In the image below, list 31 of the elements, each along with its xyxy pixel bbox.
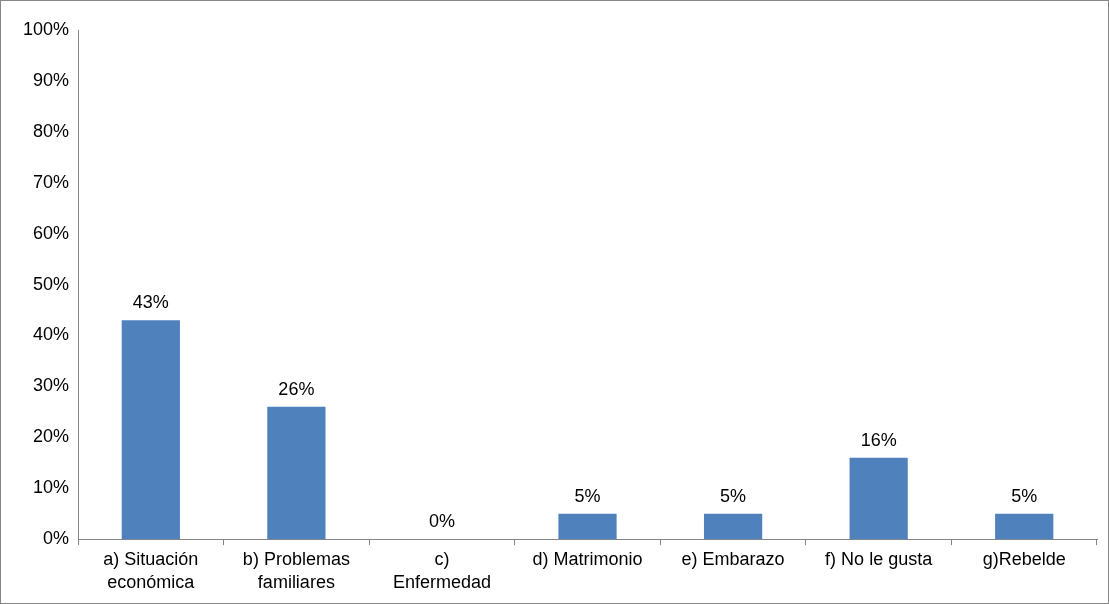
y-tick-label: 50% xyxy=(33,273,70,294)
x-tick-label: f) No le gusta xyxy=(825,548,934,569)
y-tick-label: 40% xyxy=(33,324,70,345)
y-tick-label: 30% xyxy=(33,375,70,396)
data-label: 5% xyxy=(720,485,747,506)
y-tick-label: 20% xyxy=(33,426,70,447)
bar xyxy=(267,406,326,540)
y-tick-label: 10% xyxy=(33,477,70,498)
x-tick-label: g)Rebelde xyxy=(982,548,1066,569)
bar xyxy=(849,457,908,540)
x-tick-label: c) Enfermedad xyxy=(392,548,491,593)
bar xyxy=(121,320,180,540)
data-label: 5% xyxy=(1011,485,1038,506)
data-label: 26% xyxy=(278,378,315,399)
y-tick-label: 60% xyxy=(33,222,70,243)
x-tick-label: b) Problemas familiares xyxy=(242,548,350,593)
x-tick-label: a) Situación económica xyxy=(103,548,199,593)
bar xyxy=(703,513,763,540)
data-label: 0% xyxy=(428,511,455,532)
y-tick-label: 0% xyxy=(43,528,70,549)
y-tick-label: 90% xyxy=(33,69,70,90)
bar xyxy=(558,513,617,540)
y-tick-label: 70% xyxy=(33,171,70,192)
y-tick-label: 100% xyxy=(22,18,70,39)
data-label: 16% xyxy=(860,429,897,450)
y-tick-label: 80% xyxy=(33,120,70,141)
data-label: 43% xyxy=(132,292,169,313)
x-tick-label: e) Embarazo xyxy=(681,548,785,569)
data-label: 5% xyxy=(574,485,601,506)
x-tick-label: d) Matrimonio xyxy=(532,548,643,569)
bar xyxy=(995,513,1054,540)
